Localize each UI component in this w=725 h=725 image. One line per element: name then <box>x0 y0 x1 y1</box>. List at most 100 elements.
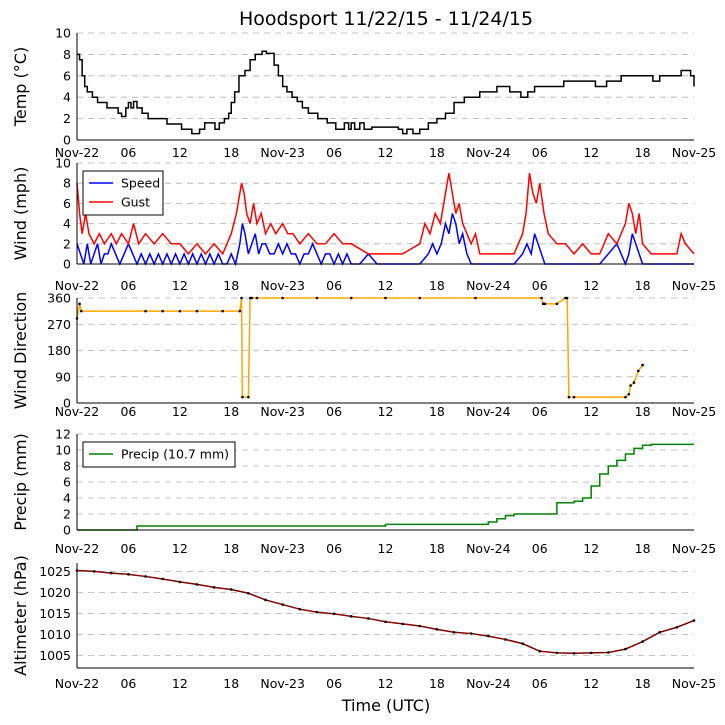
altimeter-x-tick-label: Nov-23 <box>260 676 304 691</box>
wind-x-tick-label: 12 <box>172 278 188 293</box>
altimeter-x-tick-label: Nov-25 <box>672 676 716 691</box>
altimeter-data-point <box>298 607 302 611</box>
altimeter-data-point <box>658 631 662 634</box>
wind-y-tick-label: 6 <box>63 196 71 211</box>
temp-x-tick-label: 12 <box>583 145 599 160</box>
altimeter-data-point <box>555 651 559 655</box>
direction-data-point <box>629 384 632 387</box>
temp-x-tick-label: 06 <box>120 145 136 160</box>
altimeter-x-tick-label: 12 <box>172 676 188 691</box>
wind-x-tick-label: 18 <box>635 278 651 293</box>
direction-series-direction-line <box>76 297 644 398</box>
temp-x-tick-label: 06 <box>326 145 342 160</box>
precip-y-tick-label: 2 <box>63 507 71 522</box>
altimeter-data-point <box>384 620 387 624</box>
altimeter-data-point <box>349 615 353 618</box>
direction-x-tick-label: 12 <box>583 404 599 419</box>
direction-data-point <box>565 296 569 300</box>
altimeter-y-tick-label: 1015 <box>39 606 71 621</box>
precip-y-tick-label: 4 <box>63 491 71 506</box>
altimeter-data-point <box>109 571 113 575</box>
temp-x-tick-label: 18 <box>429 145 445 160</box>
wind-x-tick-label: 12 <box>583 278 599 293</box>
direction-data-point <box>641 363 644 367</box>
direction-data-point <box>315 296 319 300</box>
direction-data-point <box>195 309 199 313</box>
altimeter-data-point <box>538 649 542 653</box>
temp-x-tick-label: Nov-25 <box>672 145 716 160</box>
direction-data-point <box>540 296 543 300</box>
direction-data-point <box>418 296 422 300</box>
altimeter-data-point <box>247 591 250 595</box>
direction-data-point <box>79 309 83 313</box>
direction-y-tick-label: 0 <box>63 396 71 411</box>
direction-x-tick-label: 12 <box>378 404 394 419</box>
wind-x-tick-label: Nov-22 <box>55 278 99 293</box>
altimeter-data-point <box>264 598 267 602</box>
temp-x-tick-label: Nov-23 <box>260 145 304 160</box>
altimeter-x-tick-label: 18 <box>429 676 445 691</box>
precip-x-tick-label: 12 <box>378 541 394 556</box>
wind-legend-box <box>82 170 164 216</box>
direction-data-point <box>247 395 250 399</box>
temp-y-axis-title: Temp (°C) <box>11 47 30 127</box>
altimeter-series-altimeter-line <box>76 569 695 655</box>
altimeter-x-tick-label: 12 <box>583 676 599 691</box>
precip-x-tick-label: 18 <box>429 541 445 556</box>
temp-y-tick-label: 8 <box>63 47 71 62</box>
altimeter-data-point <box>332 612 336 616</box>
altimeter-data-point <box>229 588 233 591</box>
precip-y-tick-label: 10 <box>55 443 71 458</box>
direction-data-point <box>624 395 627 399</box>
precip-x-tick-label: Nov-25 <box>672 541 716 556</box>
altimeter-data-point <box>315 610 319 614</box>
precip-y-tick-label: 0 <box>63 523 71 538</box>
precip-x-tick-label: 18 <box>635 541 651 556</box>
altimeter-data-point <box>127 573 130 576</box>
wind-x-tick-label: 06 <box>326 278 342 293</box>
temp-y-tick-label: 0 <box>63 133 71 148</box>
precip-x-tick-label: 06 <box>532 541 548 556</box>
altimeter-data-point <box>469 632 473 635</box>
altimeter-data-point <box>92 570 96 573</box>
altimeter-data-point <box>624 647 627 651</box>
wind-x-tick-label: 18 <box>429 278 445 293</box>
altimeter-panel: 1005 1010 1015 1020 1025 Nov-22 06 12 18 Nov-23 06… <box>11 555 716 691</box>
altimeter-data-point <box>487 634 490 638</box>
wind-y-tick-label: 4 <box>63 216 71 231</box>
direction-data-point <box>474 296 477 300</box>
direction-data-point <box>178 309 182 313</box>
direction-data-point <box>255 296 259 300</box>
direction-data-point <box>221 309 224 313</box>
altimeter-y-tick-label: 1025 <box>39 564 71 579</box>
direction-data-point <box>241 395 244 399</box>
precip-x-tick-label: 12 <box>172 541 188 556</box>
wind-x-tick-label: 06 <box>120 278 136 293</box>
temp-x-tick-label: 18 <box>635 145 651 160</box>
x-axis-title: Time (UTC) <box>341 696 430 715</box>
direction-data-point <box>543 302 547 306</box>
direction-data-point <box>161 309 164 313</box>
precip-x-tick-label: Nov-22 <box>55 541 99 556</box>
direction-panel: 0 90 180 270 360 Nov-22 06 12 18 Nov-23 06 12 18 Nov-… <box>11 291 716 420</box>
precip-x-tick-label: 06 <box>120 541 136 556</box>
direction-data-point <box>555 302 559 306</box>
temp-series-temp-line <box>77 50 695 135</box>
temp-x-tick-label: Nov-22 <box>55 145 99 160</box>
direction-y-tick-label: 180 <box>47 343 71 358</box>
direction-data-point <box>250 296 254 300</box>
direction-x-tick-label: Nov-25 <box>672 404 716 419</box>
altimeter-y-axis-title: Altimeter (hPa) <box>11 555 30 676</box>
direction-y-tick-label: 360 <box>47 291 71 306</box>
altimeter-data-point <box>144 575 147 578</box>
altimeter-data-point <box>607 651 610 654</box>
altimeter-data-point <box>367 617 370 620</box>
wind-y-tick-label: 2 <box>63 236 71 251</box>
wind-panel: 0 2 4 6 8 10 Nov-22 06 12 18 Nov-23 06 12 18 Nov-24 06 1… <box>11 156 716 294</box>
direction-data-point <box>572 395 576 399</box>
altimeter-x-tick-label: Nov-24 <box>466 676 511 691</box>
altimeter-data-point <box>418 624 422 628</box>
altimeter-data-point <box>572 652 576 655</box>
precip-x-tick-label: 18 <box>223 541 239 556</box>
